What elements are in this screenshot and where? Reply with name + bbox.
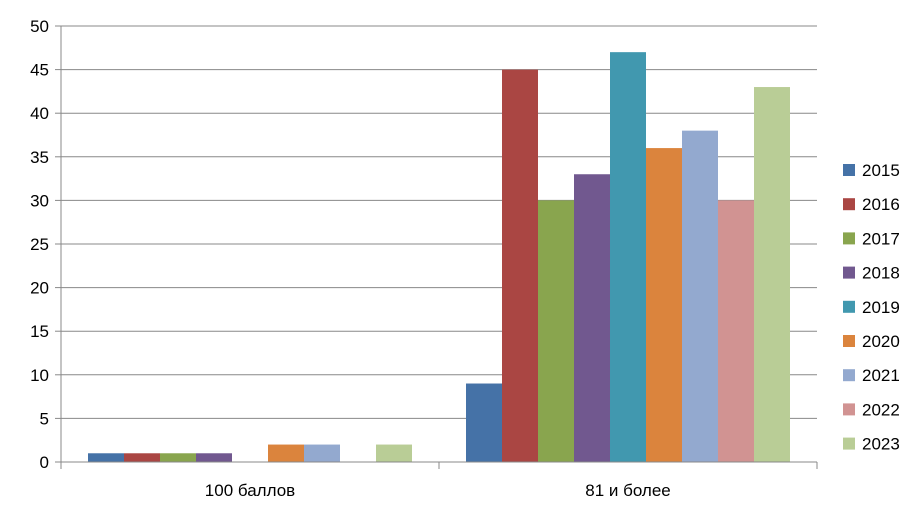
bar [304,444,340,462]
axes [55,25,818,469]
y-tick-label: 45 [30,61,49,80]
legend-swatch [843,266,855,279]
bar [502,69,538,462]
bar [196,453,232,462]
legend-label: 2023 [862,435,900,454]
bar [160,453,196,462]
legend-label: 2016 [862,195,900,214]
legend-swatch [843,232,855,245]
y-tick-label: 40 [30,104,49,123]
bars [88,52,790,463]
legend-label: 2021 [862,366,900,385]
legend-label: 2019 [862,298,900,317]
y-tick-label: 0 [40,453,49,472]
legend-swatch [843,164,855,176]
bar [376,444,412,462]
bar [268,444,304,462]
gridlines [61,25,817,419]
y-tick-label: 20 [30,279,49,298]
legend-label: 2020 [862,332,900,351]
legend-swatch [843,335,855,347]
bar [466,383,502,462]
legend: 2015 2016 2017 2018 2019 2020 2021 2022 2023 [843,161,900,454]
x-axis-categories: 100 баллов 81 и более [205,481,671,500]
legend-swatch [843,369,855,382]
legend-label: 2022 [862,400,900,419]
y-tick-label: 35 [30,148,49,167]
bar [718,200,754,462]
y-axis-ticks: 0 5 10 15 20 25 30 35 40 45 50 [30,17,49,472]
bar [610,52,646,462]
legend-label: 2017 [862,229,900,248]
y-tick-label: 25 [30,235,49,254]
x-category-label: 81 и более [585,481,671,500]
y-tick-label: 30 [30,191,49,210]
legend-swatch [843,403,855,416]
legend-swatch [843,437,855,450]
y-tick-label: 10 [30,366,49,385]
bar [754,87,790,462]
legend-swatch [843,300,855,313]
y-tick-label: 5 [40,409,49,428]
legend-label: 2015 [862,161,900,180]
bar [538,200,574,462]
x-category-label: 100 баллов [205,481,295,500]
bar [646,148,682,462]
bar [88,453,124,462]
y-tick-label: 15 [30,322,49,341]
legend-label: 2018 [862,264,900,283]
y-tick-label: 50 [30,17,49,36]
bar [682,130,718,462]
legend-swatch [843,198,855,211]
bar [124,453,160,462]
bar [574,174,610,463]
